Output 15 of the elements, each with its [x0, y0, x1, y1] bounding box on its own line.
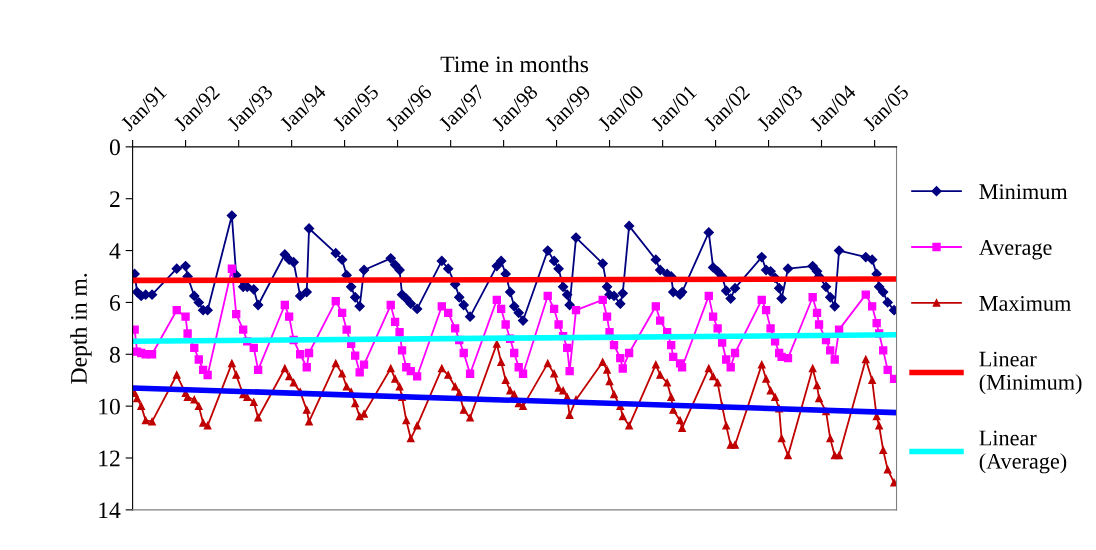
y-tick-label: 14 — [99, 502, 121, 519]
legend-label: Average — [978, 240, 1052, 260]
legend-label: Minimum — [979, 184, 1068, 200]
legend-label: Maximum — [979, 295, 1071, 311]
y-tick-label: 2 — [110, 191, 120, 207]
y-tick-label: 4 — [109, 243, 121, 259]
x-axis-title: Time in months — [440, 55, 589, 73]
y-axis-title: Depth in m. — [70, 273, 92, 384]
y-tick-label: 8 — [109, 346, 120, 363]
legend-label: Linear (Minimum) — [979, 351, 1082, 395]
y-tick-label: 0 — [109, 139, 120, 156]
y-tick-label: 12 — [99, 450, 120, 467]
y-tick-label: 10 — [99, 398, 120, 415]
legend-label: Linear (Average) — [979, 430, 1067, 474]
y-tick-label: 6 — [110, 294, 121, 311]
